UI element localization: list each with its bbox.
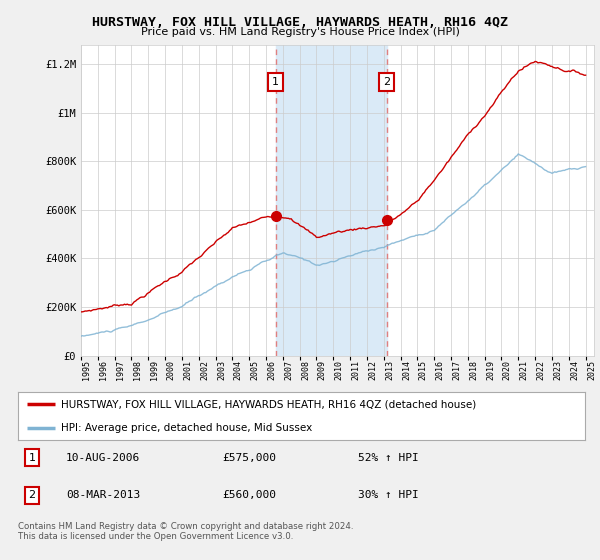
Text: HURSTWAY, FOX HILL VILLAGE, HAYWARDS HEATH, RH16 4QZ (detached house): HURSTWAY, FOX HILL VILLAGE, HAYWARDS HEA… xyxy=(61,399,476,409)
Text: £560,000: £560,000 xyxy=(222,491,276,500)
Text: 1996: 1996 xyxy=(99,360,108,380)
Text: 1995: 1995 xyxy=(82,360,91,380)
Text: 2001: 2001 xyxy=(184,360,193,380)
Text: 2015: 2015 xyxy=(419,360,428,380)
Text: 52% ↑ HPI: 52% ↑ HPI xyxy=(358,452,419,463)
Text: 1: 1 xyxy=(29,452,35,463)
Text: 2021: 2021 xyxy=(520,360,529,380)
Bar xyxy=(276,45,386,356)
Text: 2005: 2005 xyxy=(251,360,260,380)
Text: 2004: 2004 xyxy=(234,360,243,380)
Text: 1999: 1999 xyxy=(149,360,158,380)
Text: 10-AUG-2006: 10-AUG-2006 xyxy=(66,452,140,463)
Text: 1: 1 xyxy=(272,77,279,87)
Text: HURSTWAY, FOX HILL VILLAGE, HAYWARDS HEATH, RH16 4QZ: HURSTWAY, FOX HILL VILLAGE, HAYWARDS HEA… xyxy=(92,16,508,29)
Text: 2000: 2000 xyxy=(166,360,175,380)
Text: 2008: 2008 xyxy=(301,360,310,380)
Text: 2014: 2014 xyxy=(402,360,411,380)
Text: 2010: 2010 xyxy=(335,360,344,380)
Text: 2023: 2023 xyxy=(553,360,562,380)
Text: 2007: 2007 xyxy=(284,360,293,380)
Text: Contains HM Land Registry data © Crown copyright and database right 2024.
This d: Contains HM Land Registry data © Crown c… xyxy=(18,522,353,542)
Text: 2022: 2022 xyxy=(536,360,545,380)
Text: £575,000: £575,000 xyxy=(222,452,276,463)
Text: 2012: 2012 xyxy=(368,360,377,380)
Text: 30% ↑ HPI: 30% ↑ HPI xyxy=(358,491,419,500)
Text: 2: 2 xyxy=(29,491,36,500)
Text: 1998: 1998 xyxy=(133,360,142,380)
Text: 08-MAR-2013: 08-MAR-2013 xyxy=(66,491,140,500)
Text: 2016: 2016 xyxy=(436,360,445,380)
Text: 2011: 2011 xyxy=(352,360,361,380)
Text: 2: 2 xyxy=(383,77,390,87)
Text: 2025: 2025 xyxy=(587,360,596,380)
Text: 2019: 2019 xyxy=(486,360,495,380)
Text: 2003: 2003 xyxy=(217,360,226,380)
Text: 2013: 2013 xyxy=(385,360,394,380)
Text: 2002: 2002 xyxy=(200,360,209,380)
Text: 2018: 2018 xyxy=(469,360,478,380)
Text: 2024: 2024 xyxy=(570,360,579,380)
Text: Price paid vs. HM Land Registry's House Price Index (HPI): Price paid vs. HM Land Registry's House … xyxy=(140,27,460,37)
Text: 1997: 1997 xyxy=(116,360,125,380)
Text: 2020: 2020 xyxy=(503,360,512,380)
Text: 2017: 2017 xyxy=(452,360,461,380)
Text: 2009: 2009 xyxy=(318,360,327,380)
Text: 2006: 2006 xyxy=(268,360,277,380)
Text: HPI: Average price, detached house, Mid Sussex: HPI: Average price, detached house, Mid … xyxy=(61,423,312,433)
